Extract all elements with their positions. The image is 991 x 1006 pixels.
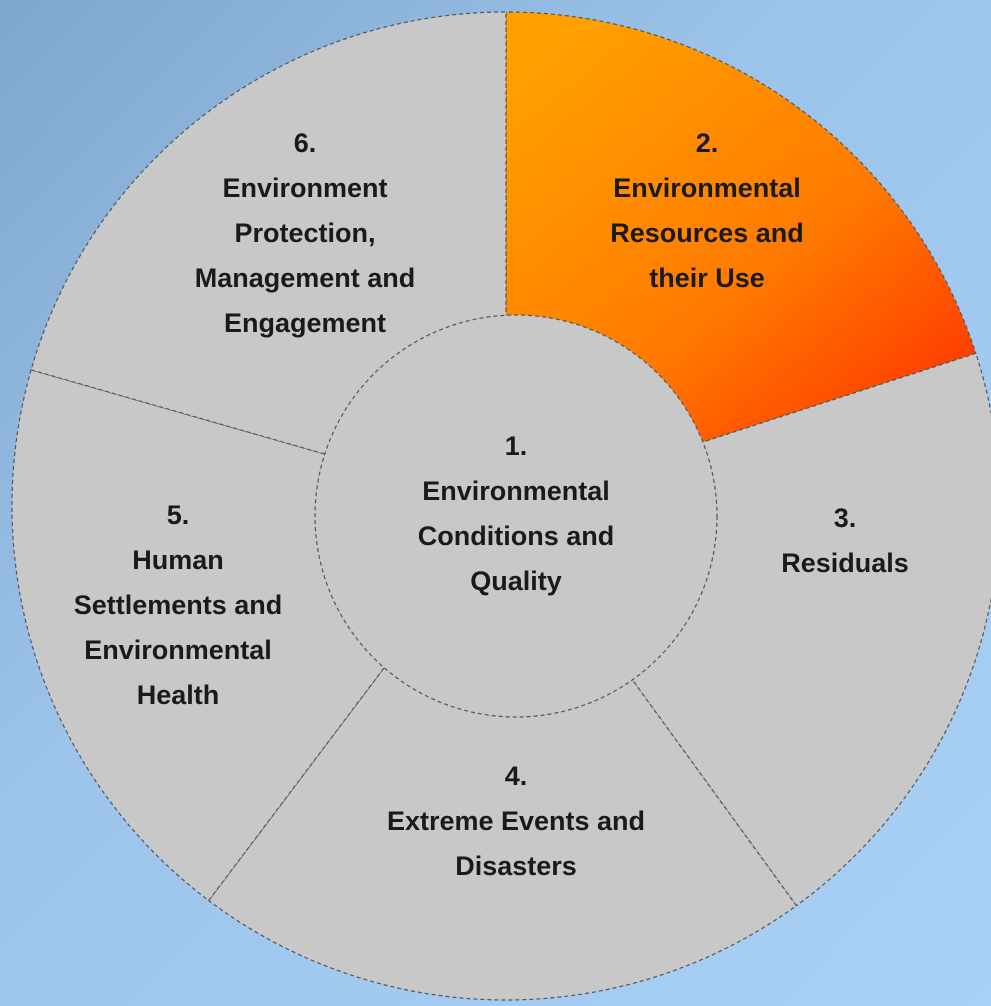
segment-label: Extreme Events and — [387, 806, 645, 836]
segment-label: Human — [132, 545, 224, 575]
segment-label: Disasters — [455, 851, 577, 881]
segment-label: Residuals — [781, 548, 909, 578]
segment-number: 5. — [167, 500, 190, 530]
ring — [11, 11, 991, 1001]
segment-label: Management and — [195, 263, 416, 293]
segment-number: 3. — [834, 503, 857, 533]
segment — [207, 504, 798, 1001]
segment-label: Environment — [222, 173, 387, 203]
labels: 1. Environmental Conditions and Quality 2. En… — [74, 128, 909, 881]
segment-number: 4. — [505, 761, 528, 791]
segment-number: 1. — [505, 431, 528, 461]
segment-label: Quality — [470, 566, 562, 596]
segment-label: Environmental — [613, 173, 801, 203]
segment-label: Health — [137, 680, 220, 710]
segment-label: Engagement — [224, 308, 386, 338]
segment-label: Resources and — [610, 218, 804, 248]
segment-label: Protection, — [234, 218, 375, 248]
segment-label: Environmental — [422, 476, 610, 506]
segment-label: Environmental — [84, 635, 272, 665]
segment-label: Conditions and — [418, 521, 614, 551]
segment-number: 6. — [294, 128, 317, 158]
segment-label: Settlements and — [74, 590, 283, 620]
center-circle — [314, 314, 718, 718]
segment-label: their Use — [649, 263, 765, 293]
segment-number: 2. — [696, 128, 719, 158]
